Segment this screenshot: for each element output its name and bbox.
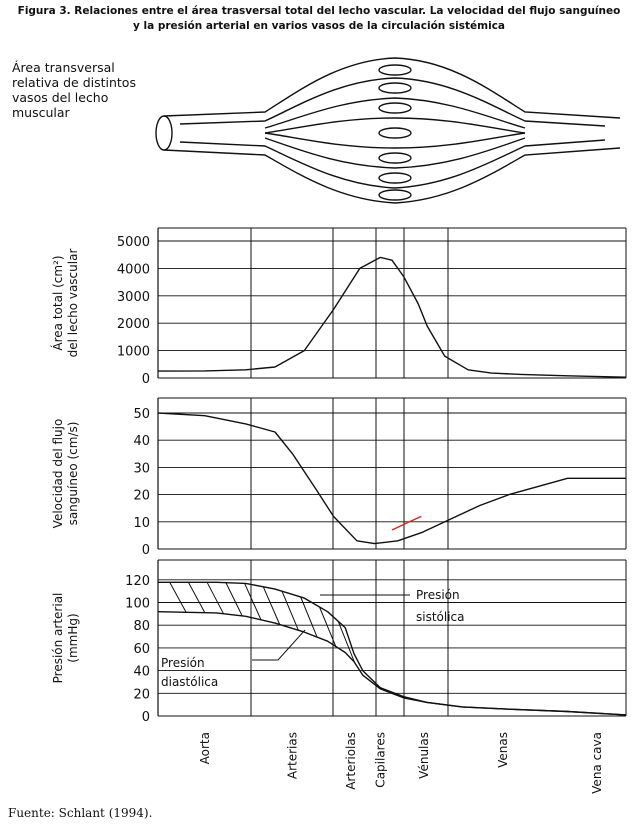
capillary-bed-4 (378, 127, 412, 139)
vessel-branch-2 (179, 139, 606, 189)
figure-title: Figura 3. Relaciones entre el área trasv… (0, 4, 638, 34)
series-line-2 (391, 515, 422, 531)
y-tick-label-3: 60 (133, 642, 150, 657)
y-axis-label-line2: del lecho vascular (66, 249, 80, 358)
figure-title-line1: Figura 3. Relaciones entre el área trasv… (17, 5, 621, 17)
y-axis-label-line1: Velocidad del flujo (51, 419, 65, 529)
source-note: Fuente: Schlant (1994). (8, 806, 153, 820)
series-line-2 (157, 611, 627, 716)
y-tick-label-0: 0 (142, 543, 150, 558)
series-line-1 (157, 412, 626, 545)
capillary-bed-5 (378, 152, 412, 164)
y-tick-label-2: 2000 (117, 317, 150, 332)
y-tick-label-2: 40 (133, 665, 150, 680)
y-tick-label-1: 20 (133, 687, 150, 702)
vessel-branch-4 (264, 137, 526, 169)
category-label-4: Vénulas (417, 732, 431, 779)
aorta-opening (155, 115, 173, 151)
vessel-branch-3 (264, 97, 526, 129)
category-label-3: Capilares (373, 732, 387, 788)
annotation-diastolic-line2: diastólica (161, 675, 218, 689)
category-label-2: Arteriolas (344, 732, 358, 790)
vessel-branch-5 (264, 117, 526, 134)
y-tick-label-5: 5000 (117, 235, 150, 250)
y-tick-label-5: 100 (125, 597, 150, 612)
capillary-bed-1 (378, 64, 412, 76)
chart-panel-3: 0 20 40 60 80 100 120 Presión arterial (mmHg) Pre… (51, 559, 627, 794)
y-tick-label-2: 20 (133, 489, 150, 504)
vessel-branch-6 (264, 132, 526, 149)
figure-title-line2: y la presión arterial en varios vasos de… (132, 20, 506, 32)
annotation-systolic-line2: sistólica (416, 610, 465, 624)
vessel-branch-1 (179, 77, 606, 127)
y-axis-label-line1: Área total (cm²) (50, 255, 65, 350)
chart-panel-1: 0 1000 2000 3000 4000 5000 Área total (cm²) del… (50, 227, 627, 387)
capillary-bed-6 (378, 172, 412, 184)
vessel-schematic (155, 57, 621, 204)
pulse-pressure-hatching (169, 582, 356, 663)
y-tick-label-3: 3000 (117, 290, 150, 305)
capillary-bed-2 (378, 82, 412, 94)
series-line-1 (157, 256, 627, 378)
y-tick-label-1: 10 (133, 516, 150, 531)
category-label-5: Venas (496, 732, 510, 768)
y-tick-label-0: 0 (142, 710, 150, 725)
capillary-bed-3 (378, 102, 412, 114)
y-tick-label-0: 0 (142, 372, 150, 387)
y-axis-label-line2: (mmHg) (66, 613, 80, 662)
y-tick-label-4: 4000 (117, 262, 150, 277)
category-label-1: Arterias (286, 732, 300, 779)
y-axis-label-line2: sanguíneo (cm/s) (66, 422, 80, 526)
y-axis-label-line1: Presión arterial (51, 593, 65, 684)
category-label-6: Vena cava (590, 732, 604, 794)
y-tick-label-5: 50 (133, 407, 150, 422)
annotation-diastolic-line1: Presión (161, 656, 205, 670)
y-tick-label-4: 80 (133, 619, 150, 634)
annotation-diastolic-pointer (252, 629, 306, 661)
category-label-0: Aorta (198, 732, 212, 764)
y-tick-label-3: 30 (133, 461, 150, 476)
y-tick-label-6: 120 (125, 574, 150, 589)
y-tick-label-1: 1000 (117, 345, 150, 360)
y-tick-label-4: 40 (133, 434, 150, 449)
vessel-top-outline (163, 57, 621, 119)
chart-panel-2: 0 10 20 30 40 50 Velocidad del flujo sanguíneo … (51, 397, 627, 558)
vessel-label: Área transversal relativa de distintos v… (12, 60, 136, 120)
capillary-bed-7 (378, 189, 412, 201)
annotation-systolic-line1: Presión (416, 588, 460, 602)
vessel-bottom-outline (163, 147, 621, 204)
